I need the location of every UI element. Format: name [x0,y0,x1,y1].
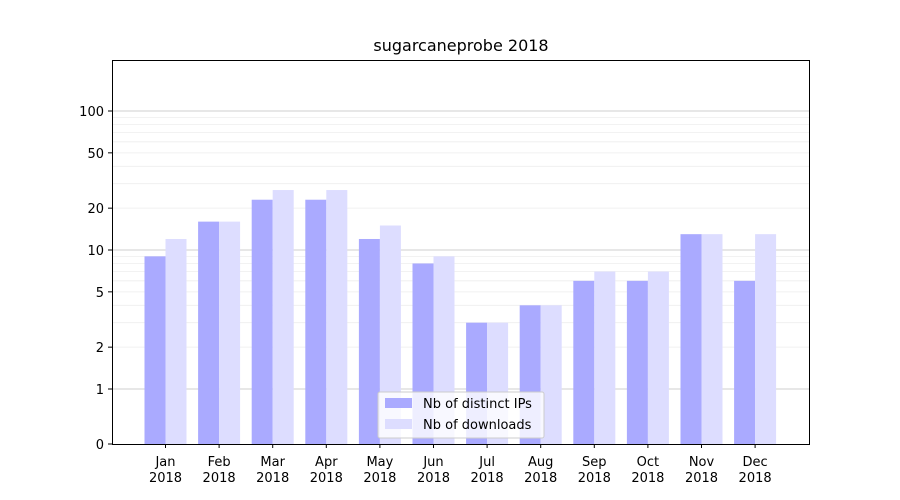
bar-downloads [326,190,348,444]
x-tick-label-month: Jan [154,455,175,470]
bar-downloads [165,238,187,444]
bar-downloads [272,190,294,444]
chart-title: sugarcaneprobe 2018 [373,36,548,55]
x-axis: Jan2018Feb2018Mar2018Apr2018May2018Jun20… [149,444,772,486]
x-tick-label-year: 2018 [203,471,236,486]
x-tick-label-year: 2018 [363,471,396,486]
x-tick-label-year: 2018 [524,471,557,486]
x-tick-label-month: Oct [637,455,659,470]
x-tick-label-month: Sep [582,455,607,470]
bar-downloads [755,234,777,444]
bar-downloads [594,271,616,444]
y-tick-label: 0 [96,438,104,453]
bar-distinct-ips [626,280,648,444]
legend-box [377,391,545,439]
x-tick-label-year: 2018 [578,471,611,486]
x-tick-label-month: May [366,455,393,470]
x-tick-label-month: Mar [260,455,285,470]
y-tick-label: 5 [96,286,104,301]
bar-distinct-ips [198,221,220,444]
x-tick-label-month: Feb [208,455,231,470]
x-tick-label-year: 2018 [685,471,718,486]
x-tick-label-year: 2018 [471,471,504,486]
bar-downloads [379,225,401,444]
legend-swatch-distinct-ips [385,398,412,408]
legend-swatch-downloads [385,419,412,429]
x-tick-label-month: Jul [478,455,495,470]
x-tick-label-year: 2018 [256,471,289,486]
bar-distinct-ips [358,238,380,444]
bar-downloads [647,271,669,444]
x-tick-label-month: Apr [315,455,338,470]
bar-distinct-ips [573,280,595,444]
bar-downloads [219,221,241,444]
x-tick-label-year: 2018 [631,471,664,486]
legend-label-downloads: Nb of downloads [423,418,532,433]
bar-distinct-ips [680,234,702,444]
y-tick-label: 10 [87,244,104,259]
bar-downloads [701,234,723,444]
y-tick-label: 2 [96,341,104,356]
x-tick-label-year: 2018 [310,471,343,486]
plot-frame [112,60,810,445]
bar-distinct-ips [144,256,166,444]
y-tick-label: 1 [96,383,104,398]
x-tick-label-month: Jun [422,455,443,470]
x-tick-label-year: 2018 [149,471,182,486]
bar-distinct-ips [305,199,327,444]
bar-distinct-ips [251,199,273,444]
y-tick-label: 20 [87,202,104,217]
x-tick-label-month: Dec [743,455,768,470]
bar-distinct-ips [734,280,756,444]
bar-downloads [540,305,562,444]
x-tick-label-month: Aug [528,455,553,470]
y-axis: 0 1 2 5 10 20 50 100 [79,105,112,453]
legend-label-distinct-ips: Nb of distinct IPs [423,397,532,412]
x-tick-label-year: 2018 [739,471,772,486]
x-tick-label-month: Nov [689,455,715,470]
x-tick-label-year: 2018 [417,471,450,486]
y-tick-label: 100 [79,105,104,120]
y-tick-label: 50 [87,147,104,162]
legend: Nb of distinct IPs Nb of downloads [377,391,545,439]
